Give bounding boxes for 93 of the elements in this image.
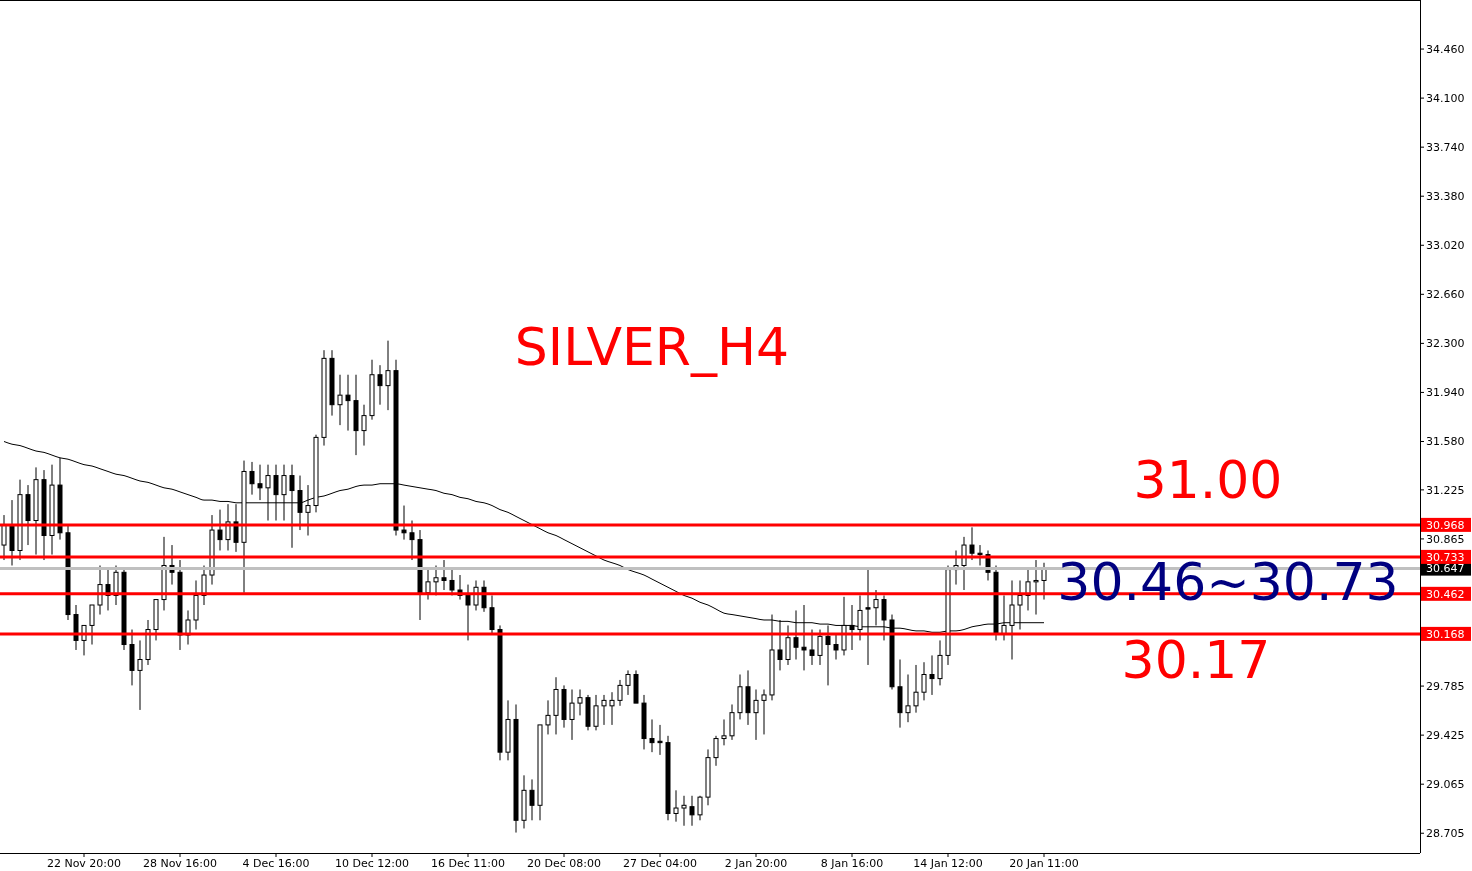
x-tick-label: 2 Jan 20:00 [724, 857, 788, 870]
x-tick-label: 8 Jan 16:00 [820, 857, 884, 870]
candlestick [649, 718, 655, 753]
y-tick-label: 29.425 [1426, 728, 1465, 742]
x-tick-label: 27 Dec 04:00 [623, 857, 697, 870]
x-tick-label: 20 Jan 11:00 [1009, 857, 1079, 870]
candlestick [913, 664, 919, 714]
candlestick [873, 589, 879, 626]
candlestick [721, 718, 727, 746]
candlestick [833, 634, 839, 661]
candlestick [441, 559, 447, 591]
candlestick [529, 778, 535, 821]
candlestick [89, 604, 95, 646]
candlestick [217, 509, 223, 551]
text: SILVER_H4 [514, 317, 790, 377]
candlestick [697, 795, 703, 821]
candlestick [1033, 559, 1039, 616]
candlestick [817, 629, 823, 666]
candlestick [977, 544, 983, 566]
candlestick [569, 688, 575, 741]
candlestick [1, 514, 7, 561]
candlestick [617, 679, 623, 707]
candlestick [385, 340, 391, 411]
candlestick [657, 724, 663, 756]
candlestick [689, 795, 695, 827]
x-tick-label: 20 Dec 08:00 [527, 857, 601, 870]
candlestick [545, 699, 551, 735]
y-tick-label: 33.740 [1426, 141, 1465, 155]
y-tick-label: 31.940 [1426, 386, 1465, 400]
candlestick [289, 464, 295, 549]
candlestick [929, 654, 935, 696]
candlestick [273, 464, 279, 522]
candlestick [249, 461, 255, 496]
candlestick [601, 694, 607, 726]
ref-line-label: 30.733 [1426, 550, 1465, 564]
candlestick [465, 584, 471, 641]
candlestick [97, 564, 103, 616]
candlestick [425, 569, 431, 601]
candlestick [673, 789, 679, 823]
text: 30.17 [1121, 630, 1271, 690]
candlestick [577, 688, 583, 716]
candlestick [401, 505, 407, 541]
ref-line-label: 30.647 [1426, 562, 1465, 576]
ref-line-label: 30.168 [1426, 627, 1465, 641]
ref-line-label: 30.462 [1426, 587, 1465, 601]
candlestick [361, 404, 367, 447]
candlestick [297, 475, 303, 531]
candlestick [265, 464, 271, 522]
candlestick [377, 364, 383, 406]
y-tick-label: 31.225 [1426, 483, 1465, 497]
x-tick-label: 28 Nov 16:00 [142, 857, 218, 870]
candlestick [345, 374, 351, 432]
x-tick-label: 22 Nov 20:00 [46, 857, 122, 870]
candlestick [729, 703, 735, 741]
candlestick [969, 526, 975, 561]
candlestick [761, 688, 767, 735]
candlestick [1041, 562, 1047, 601]
candlestick [137, 639, 143, 711]
x-tick-label: 4 Dec 16:00 [242, 857, 310, 870]
text: 31.00 [1133, 450, 1283, 510]
y-tick-label: 33.020 [1426, 239, 1465, 253]
y-tick-label: 29.065 [1426, 778, 1465, 792]
y-tick-label: 32.300 [1426, 337, 1465, 351]
x-tick-label: 16 Dec 11:00 [431, 857, 505, 870]
candlestick [753, 688, 759, 741]
candlestick [305, 484, 311, 537]
x-tick-label: 10 Dec 12:00 [335, 857, 409, 870]
y-tick-label: 32.660 [1426, 288, 1465, 302]
x-tick-label: 14 Jan 12:00 [913, 857, 983, 870]
candlestick [713, 735, 719, 767]
y-tick-label: 28.705 [1426, 827, 1465, 841]
y-tick-label: 30.865 [1426, 532, 1465, 546]
candlestick [785, 624, 791, 666]
y-tick-label: 29.785 [1426, 679, 1465, 693]
y-tick-label: 33.380 [1426, 190, 1465, 204]
candlestick [593, 694, 599, 731]
candlestick [609, 691, 615, 726]
candlestick [233, 503, 239, 553]
y-tick-label: 34.460 [1426, 42, 1465, 56]
y-tick-label: 31.580 [1426, 435, 1465, 449]
candlestick [257, 464, 263, 501]
ref-line-label: 30.968 [1426, 518, 1465, 532]
candlestick [337, 374, 343, 426]
candlestick [281, 464, 287, 522]
candlestick [937, 639, 943, 686]
candlestick [961, 536, 967, 591]
candlestick [905, 674, 911, 723]
candlestick [809, 629, 815, 666]
candlestick [921, 661, 927, 701]
candlestick [409, 520, 415, 561]
candlestick [681, 795, 687, 827]
candlestick [625, 669, 631, 696]
y-tick-label: 34.100 [1426, 91, 1465, 105]
